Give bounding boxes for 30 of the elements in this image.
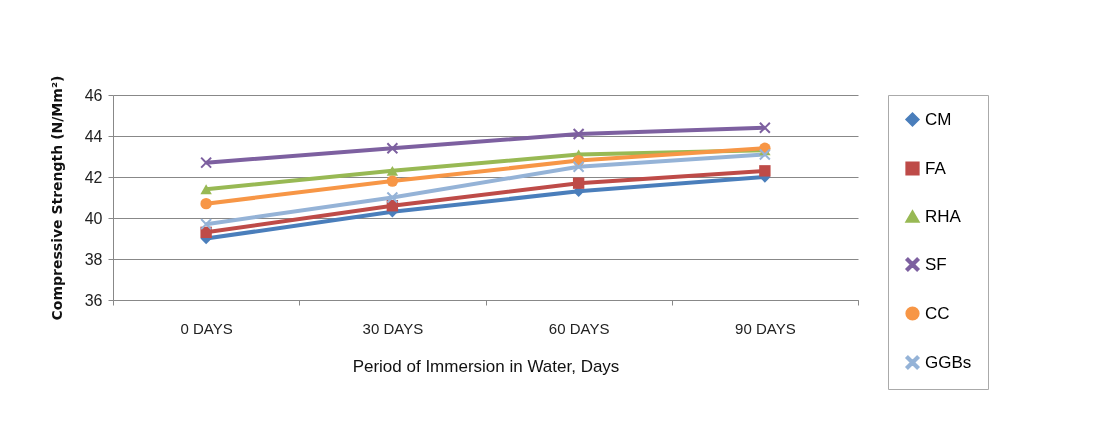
- x-tick-label: 30 DAYS: [362, 319, 424, 337]
- x-tick-label: 90 DAYS: [735, 319, 796, 337]
- legend-label: SF: [925, 254, 947, 274]
- y-tick-label: 44: [84, 127, 103, 145]
- point: [386, 191, 399, 204]
- point: [200, 197, 212, 210]
- y-tick-label: 42: [84, 168, 103, 186]
- x-tick-label: 0 DAYS: [180, 319, 233, 337]
- legend-label: RHA: [925, 206, 962, 226]
- legend-label: FA: [925, 158, 947, 178]
- y-tick-label: 40: [84, 209, 103, 227]
- point: [386, 165, 399, 176]
- point: [200, 226, 212, 239]
- point: [759, 122, 771, 134]
- y-tick-label: 46: [84, 86, 103, 104]
- y-axis-title: Compressive Strength (N/Mm²): [48, 75, 65, 321]
- y-tick-label: 36: [84, 291, 103, 309]
- x-axis-title: Period of Immersion in Water, Days: [352, 356, 620, 376]
- point: [572, 161, 585, 173]
- point: [386, 175, 399, 187]
- legend-label: CM: [925, 109, 952, 129]
- point: [200, 218, 212, 230]
- legend-label: CC: [925, 303, 950, 323]
- y-tick-label: 38: [84, 250, 103, 268]
- point: [759, 165, 771, 177]
- x-tick-label: 60 DAYS: [548, 319, 610, 337]
- point: [386, 142, 399, 154]
- legend-label: GGBs: [925, 352, 972, 372]
- point: [572, 177, 585, 189]
- point: [200, 184, 212, 195]
